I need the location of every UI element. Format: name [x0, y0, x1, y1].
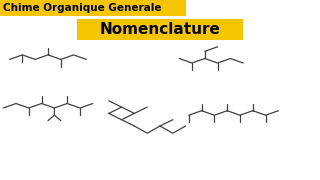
FancyBboxPatch shape	[0, 0, 186, 16]
FancyBboxPatch shape	[77, 19, 243, 40]
Text: Nomenclature: Nomenclature	[100, 22, 220, 37]
Text: Chime Organique Generale: Chime Organique Generale	[3, 3, 162, 13]
